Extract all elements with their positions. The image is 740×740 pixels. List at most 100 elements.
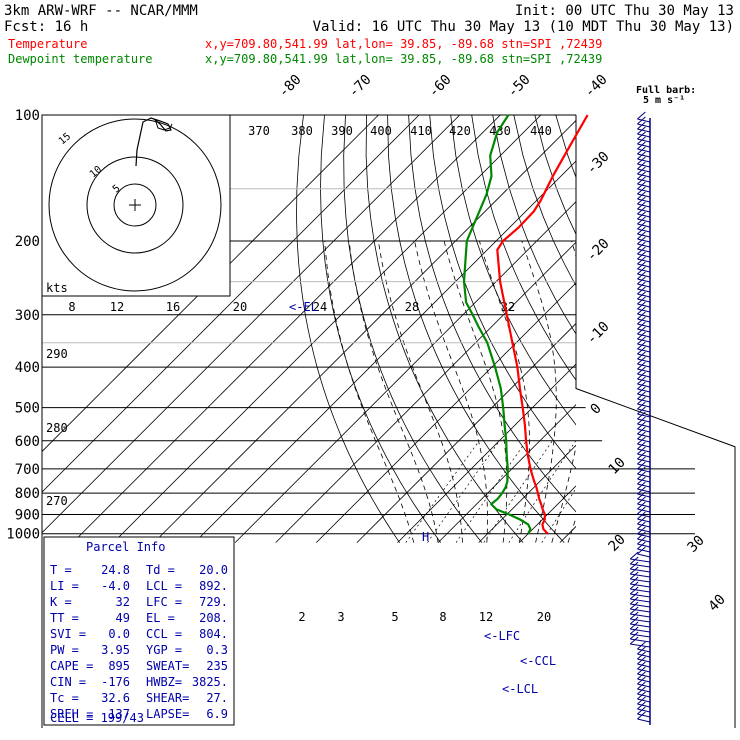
wind-barb-flag [637, 496, 646, 505]
wind-barb [637, 468, 651, 473]
parcel-key: Td = [146, 563, 175, 577]
wind-barb [637, 653, 651, 658]
wind-barb [630, 638, 651, 643]
hodo-speed-label: 8 [68, 300, 75, 314]
dewpoint-legend-location: x,y=709.80,541.99 lat,lon= 39.85, -89.68… [205, 52, 602, 66]
wind-barb-flag [637, 346, 646, 355]
wind-barb [630, 643, 651, 648]
wind-barb [637, 713, 651, 718]
isotherm-line [194, 160, 576, 543]
wind-barb-flag [629, 596, 639, 605]
wind-barb-flag [637, 141, 646, 150]
wind-barb [637, 123, 651, 128]
wind-barb-flag [637, 426, 646, 435]
wind-barb-flag [637, 491, 646, 500]
wind-barb-flag [637, 536, 646, 545]
wind-barb-flag [629, 556, 639, 565]
hodo-speed-label: 20 [233, 300, 247, 314]
wind-barb-flag [629, 626, 639, 635]
wind-barb [637, 378, 651, 383]
wind-barb [637, 253, 651, 258]
wind-barb [637, 473, 651, 478]
wind-barb-flag [637, 406, 646, 415]
wind-barb-flag [637, 256, 646, 265]
parcel-key: CIN = [50, 675, 86, 689]
wind-barb-flag [637, 391, 646, 400]
parcel-key: LCL = [146, 579, 182, 593]
isotherm-label: -50 [505, 72, 534, 101]
wind-barb [637, 183, 651, 188]
wind-barb [637, 488, 651, 493]
theta-e-label: 430 [489, 124, 511, 138]
wind-barb [637, 118, 651, 123]
wind-barb [637, 198, 651, 203]
wind-barb-flag [637, 161, 646, 170]
dry-adiabat-line [365, 115, 524, 543]
theta-e-label: 420 [449, 124, 471, 138]
wind-barb-flag [637, 471, 646, 480]
plot-frame [41, 114, 736, 728]
wind-barb [637, 228, 651, 233]
wind-barb-flag [629, 551, 639, 560]
model-title: 3km ARW-WRF -- NCAR/MMM [4, 3, 198, 19]
wind-barb [637, 358, 651, 363]
h-marker: H [422, 530, 429, 544]
parcel-value: 235 [206, 659, 228, 673]
moist-adiabat-line [443, 240, 508, 543]
wind-barb-flag [637, 506, 646, 515]
wind-barb-flag [637, 221, 646, 230]
wind-barb-flag [637, 466, 646, 475]
wind-barb-flag [637, 356, 646, 365]
wind-barb-flag [637, 651, 646, 660]
parcel-key: PW = [50, 643, 79, 657]
parcel-key: TT = [50, 611, 79, 625]
wind-barb-flag [629, 606, 639, 615]
wind-barb-flag [637, 246, 646, 255]
wind-barb-flag [637, 686, 646, 695]
wind-barbs [629, 111, 651, 725]
plot-right-edge [575, 115, 736, 728]
wind-barb [630, 618, 651, 623]
wind-barb-flag [637, 241, 646, 250]
wind-barb-flag [637, 291, 646, 300]
wind-barb-flag [629, 621, 639, 630]
wind-barb [637, 708, 651, 713]
isotherm-line [641, 115, 740, 543]
wind-barb-flag [629, 601, 639, 610]
wind-barb-flag [637, 316, 646, 325]
parcel-key: LAPSE= [146, 707, 189, 721]
full-barb-value: 5 m s⁻¹ [643, 95, 685, 106]
wind-barb-flag [637, 451, 646, 460]
wind-barb-flag [637, 701, 646, 710]
wind-barb-flag [637, 711, 646, 720]
wind-barb-flag [637, 541, 646, 550]
parcel-value: 804. [199, 627, 228, 641]
pressure-tick-400: 400 [15, 360, 40, 376]
isotherm-line [42, 115, 460, 534]
wind-barb [630, 593, 651, 598]
wind-barb-flag [637, 431, 646, 440]
wind-barb [637, 498, 651, 503]
isotherm-line [72, 115, 501, 543]
wind-barb [637, 463, 651, 468]
wind-barb [637, 133, 651, 138]
ccl-label: <-CCL [520, 654, 556, 668]
isotherm-label: 20 [606, 532, 629, 555]
wind-barb [637, 218, 651, 223]
wind-barb-flag [637, 476, 646, 485]
parcel-key: SWEAT= [146, 659, 189, 673]
mixing-ratio-line [405, 440, 480, 543]
hodo-speed-label: 12 [110, 300, 124, 314]
wind-barb [637, 188, 651, 193]
parcel-key: HWBZ= [146, 675, 182, 689]
parcel-value: 3.95 [101, 643, 130, 657]
parcel-info-box [43, 536, 235, 726]
mixing-ratio-line [541, 487, 576, 543]
wind-barb-flag [637, 546, 646, 555]
isotherm-line [42, 115, 379, 453]
moist-adiabat-line [567, 516, 576, 543]
wind-barb-flag [637, 516, 646, 525]
parcel-key: K = [50, 595, 72, 609]
wind-barb [637, 523, 651, 528]
full-barb-title: Full barb: [636, 85, 696, 96]
